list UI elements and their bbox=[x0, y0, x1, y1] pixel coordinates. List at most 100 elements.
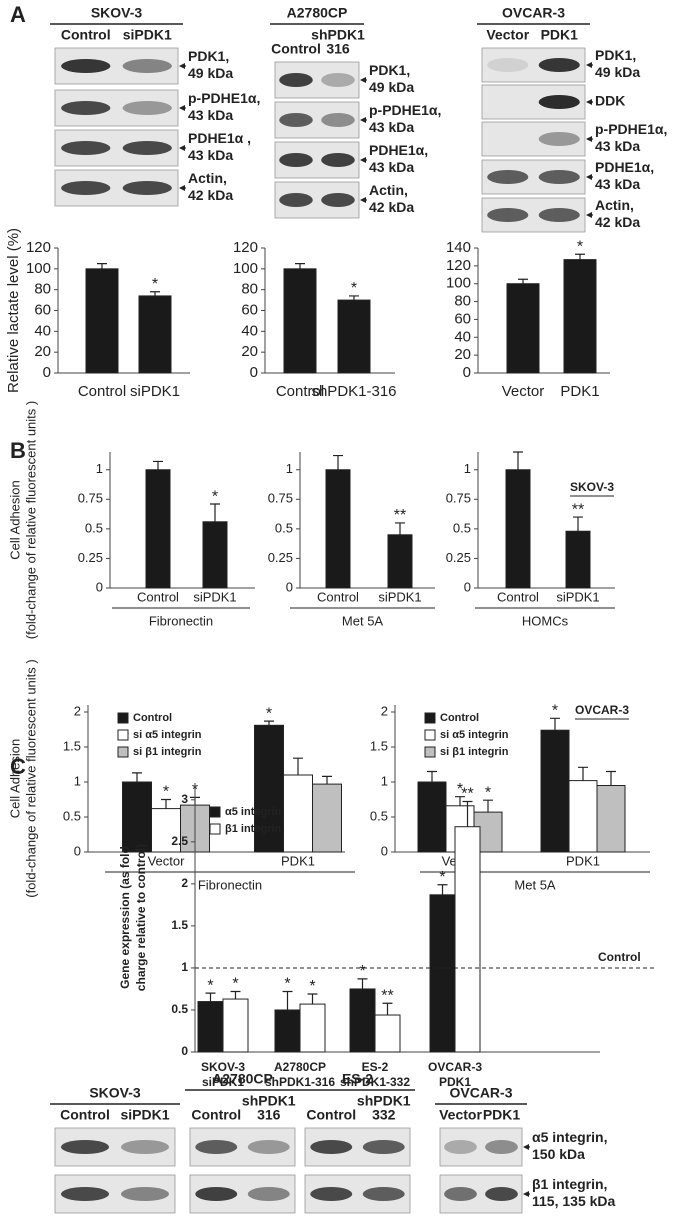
row-label: p-PDHE1α, bbox=[188, 90, 260, 106]
y-tick-label: 0.5 bbox=[275, 520, 293, 535]
lane-label: PDK1 bbox=[483, 1107, 521, 1123]
error-bar bbox=[322, 775, 332, 785]
lane-label: 332 bbox=[372, 1107, 396, 1123]
x-tick-label: siPDK1 bbox=[378, 589, 421, 604]
blot-title: OVCAR-3 bbox=[449, 1085, 512, 1101]
error-bar bbox=[293, 757, 303, 775]
legend-swatch bbox=[117, 729, 129, 741]
y-tick-label: 0 bbox=[463, 364, 471, 381]
y-tick-label: 1.5 bbox=[171, 918, 188, 932]
band bbox=[61, 1187, 109, 1201]
band bbox=[321, 113, 355, 127]
bar bbox=[568, 780, 598, 853]
arrow-head bbox=[360, 197, 366, 203]
y-tick-label: 0.5 bbox=[85, 520, 103, 535]
significance: * bbox=[309, 978, 315, 995]
row-label: 43 kDa bbox=[369, 159, 414, 175]
bar bbox=[429, 894, 456, 1053]
y-tick-label: 20 bbox=[241, 343, 258, 360]
y-tick-label: 120 bbox=[446, 257, 471, 274]
error-bar bbox=[349, 295, 359, 301]
lane-label: 316 bbox=[326, 41, 350, 57]
band bbox=[485, 1187, 518, 1201]
lane-label: Control bbox=[60, 1107, 110, 1123]
x-tick-label: Vector bbox=[148, 853, 186, 868]
y-axis-label: charge relative to control) bbox=[134, 844, 148, 991]
y-tick-label: 0.5 bbox=[171, 1002, 188, 1016]
y-tick-label: 1 bbox=[381, 773, 388, 788]
legend-label: Control bbox=[133, 712, 172, 724]
x-tick-label: Control bbox=[317, 589, 359, 604]
significance: * bbox=[163, 784, 169, 801]
x-axis-label: Fibronectin bbox=[149, 613, 213, 628]
error-bar bbox=[307, 993, 318, 1005]
bar bbox=[85, 268, 119, 374]
y-tick-label: 0 bbox=[96, 579, 103, 594]
bar bbox=[454, 826, 481, 1053]
y-tick-label: 100 bbox=[26, 260, 51, 277]
y-tick-label: 20 bbox=[34, 343, 51, 360]
blot-title: SKOV-3 bbox=[89, 1085, 141, 1101]
y-tick-label: 20 bbox=[454, 346, 471, 363]
y-tick-label: 0.75 bbox=[78, 491, 103, 506]
bar-chart: 0 0.25 0.5 0.75 1 Control siPDK1 ** Met 5A bbox=[268, 452, 435, 628]
error-bar bbox=[333, 454, 343, 470]
arrow-head bbox=[360, 77, 366, 83]
band bbox=[61, 181, 111, 195]
y-tick-label: 80 bbox=[454, 293, 471, 310]
y-axis-label: Relative lactate level (%) bbox=[5, 228, 22, 393]
y-tick-label: 0 bbox=[43, 364, 51, 381]
y-tick-label: 80 bbox=[34, 281, 51, 298]
band bbox=[362, 1187, 405, 1201]
band bbox=[487, 170, 529, 184]
band bbox=[195, 1187, 238, 1201]
legend-label: si β1 integrin bbox=[440, 746, 509, 758]
bar bbox=[283, 774, 313, 853]
bar-chart: 0 0.25 0.5 0.75 1 Control siPDK1 ** HOMCs SKOV-3 bbox=[446, 451, 615, 628]
y-tick-label: 0 bbox=[74, 843, 81, 858]
error-bar bbox=[513, 451, 523, 470]
x-tick-label: Control bbox=[137, 589, 179, 604]
y-axis-label: Cell Adhesion bbox=[7, 739, 22, 819]
bar bbox=[283, 268, 317, 374]
y-tick-label: 0.5 bbox=[370, 808, 388, 823]
y-tick-label: 140 bbox=[446, 239, 471, 256]
error-bar bbox=[382, 1002, 393, 1016]
legend-swatch bbox=[209, 806, 221, 818]
significance: * bbox=[485, 784, 491, 801]
error-bar bbox=[205, 992, 216, 1002]
y-tick-label: 0 bbox=[464, 579, 471, 594]
error-bar bbox=[578, 766, 588, 781]
y-tick-label: 100 bbox=[446, 275, 471, 292]
band bbox=[247, 1187, 290, 1201]
band bbox=[122, 141, 172, 155]
band bbox=[487, 208, 529, 222]
error-bar bbox=[518, 278, 528, 284]
bar-chart: 0 0.25 0.5 0.75 1 Cell Adhesion (fold-change o… bbox=[7, 401, 255, 639]
error-bar bbox=[575, 253, 585, 260]
error-bar bbox=[550, 717, 560, 731]
significance: ** bbox=[572, 501, 584, 518]
row-label: 43 kDa bbox=[595, 176, 640, 192]
y-tick-label: 2 bbox=[181, 876, 188, 890]
y-tick-label: 1 bbox=[181, 960, 188, 974]
row-label: 42 kDa bbox=[595, 214, 640, 230]
x-tick-label: Vector bbox=[502, 383, 545, 400]
band bbox=[310, 1187, 353, 1201]
x-tick-label: PDK1 bbox=[281, 853, 315, 868]
error-bar bbox=[437, 884, 448, 895]
row-label: Actin, bbox=[595, 197, 634, 213]
y-tick-label: 1 bbox=[464, 461, 471, 476]
band bbox=[61, 59, 111, 73]
row-label: 115, 135 kDa bbox=[532, 1193, 616, 1209]
x-tick-label: shPDK1-316 bbox=[265, 1075, 335, 1089]
x-tick-label: Control bbox=[78, 383, 126, 400]
band bbox=[321, 193, 355, 207]
significance: * bbox=[359, 963, 365, 980]
y-tick-label: 60 bbox=[34, 301, 51, 318]
significance: * bbox=[152, 276, 158, 293]
bar bbox=[565, 530, 591, 589]
bar bbox=[349, 988, 376, 1053]
y-tick-label: 60 bbox=[454, 310, 471, 327]
